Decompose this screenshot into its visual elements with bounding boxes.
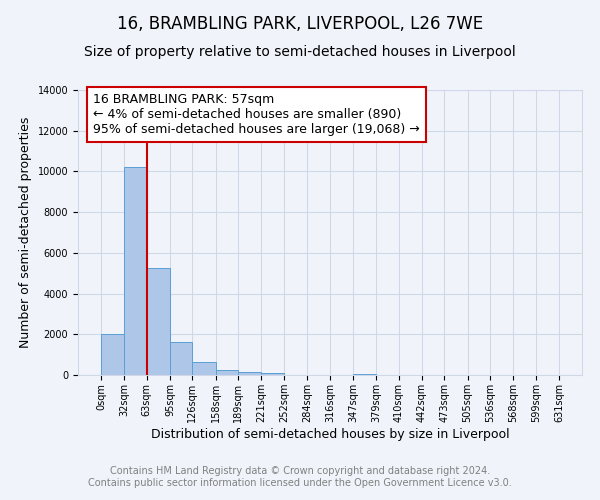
Bar xyxy=(353,374,376,375)
Bar xyxy=(101,334,124,375)
Bar xyxy=(262,374,284,375)
Text: 16, BRAMBLING PARK, LIVERPOOL, L26 7WE: 16, BRAMBLING PARK, LIVERPOOL, L26 7WE xyxy=(117,15,483,33)
Bar xyxy=(238,372,262,375)
Text: 16 BRAMBLING PARK: 57sqm
← 4% of semi-detached houses are smaller (890)
95% of s: 16 BRAMBLING PARK: 57sqm ← 4% of semi-de… xyxy=(93,93,420,136)
Bar xyxy=(215,370,238,375)
Text: Contains HM Land Registry data © Crown copyright and database right 2024.
Contai: Contains HM Land Registry data © Crown c… xyxy=(88,466,512,487)
Bar xyxy=(170,342,193,375)
Bar xyxy=(146,268,170,375)
Bar xyxy=(193,362,215,375)
Y-axis label: Number of semi-detached properties: Number of semi-detached properties xyxy=(19,117,32,348)
Text: Size of property relative to semi-detached houses in Liverpool: Size of property relative to semi-detach… xyxy=(84,45,516,59)
X-axis label: Distribution of semi-detached houses by size in Liverpool: Distribution of semi-detached houses by … xyxy=(151,428,509,440)
Bar xyxy=(124,168,146,375)
